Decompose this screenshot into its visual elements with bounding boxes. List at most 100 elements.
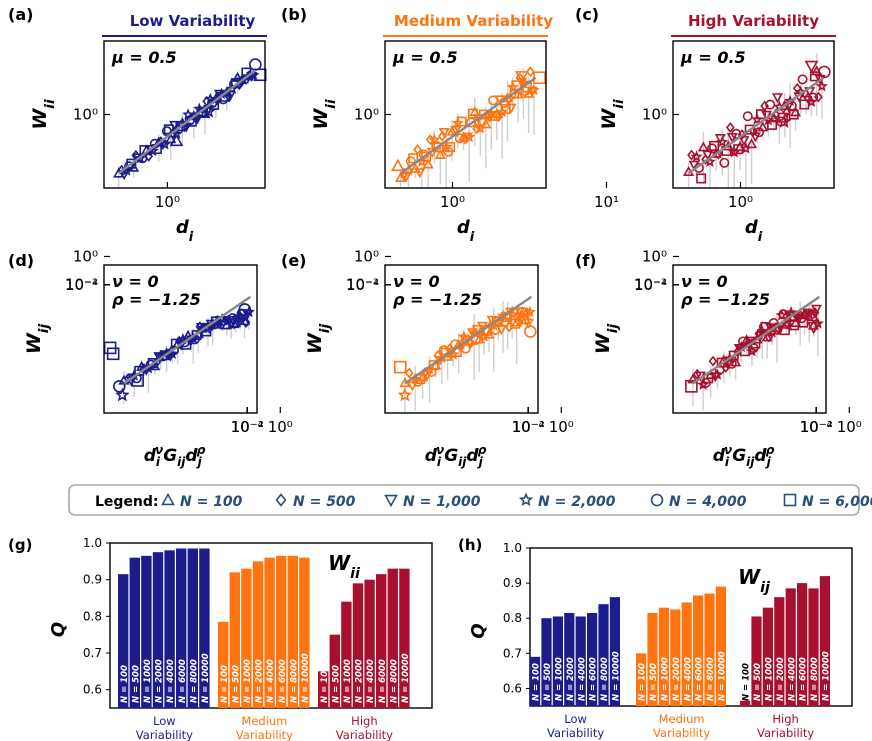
- data-point: [815, 79, 828, 92]
- data-point: [524, 325, 537, 338]
- panel-letter: (a): [8, 5, 33, 24]
- legend-label: N = 2,000: [538, 494, 616, 510]
- data-point: [734, 140, 746, 151]
- data-point: [415, 374, 426, 385]
- parameter-label: μ = 0.5: [680, 48, 746, 67]
- data-point: [760, 321, 771, 332]
- data-point: [745, 345, 758, 357]
- data-point: [687, 149, 696, 161]
- y-tick-label: 0.6: [503, 681, 522, 695]
- panel-title: Medium Variability: [394, 12, 553, 30]
- group-label: Medium: [659, 712, 705, 726]
- bar-label: N = 500: [131, 665, 141, 703]
- fit-line: [117, 69, 256, 175]
- x-axis-label: di: [176, 217, 194, 245]
- data-point: [397, 387, 413, 402]
- bar-label: N = 10: [320, 671, 330, 703]
- data-point: [705, 368, 717, 379]
- y-axis-label: Wij: [304, 324, 333, 355]
- data-point: [746, 138, 758, 149]
- data-point: [456, 116, 467, 127]
- y-tick-label: 10⁰: [73, 247, 98, 265]
- data-point: [755, 109, 766, 120]
- data-point: [113, 380, 126, 393]
- bar-label: N = 8000: [810, 657, 820, 701]
- group-label: High: [772, 712, 798, 726]
- data-point: [488, 95, 499, 106]
- group-label: Medium: [241, 714, 287, 728]
- bar-label: N = 10000: [401, 653, 411, 703]
- bar: [530, 656, 541, 706]
- bar-label: N = 4000: [266, 659, 276, 703]
- x-tick-label: 10⁰: [837, 418, 862, 436]
- parameter-label: ρ = −1.25: [393, 290, 482, 309]
- bar: [129, 557, 140, 708]
- data-point: [738, 136, 750, 147]
- bar: [636, 653, 647, 706]
- bar: [187, 548, 198, 708]
- data-point: [804, 60, 819, 74]
- bar: [329, 634, 340, 708]
- bar-label: N = 1000: [765, 657, 775, 701]
- data-point: [776, 114, 792, 129]
- axes-frame: [672, 264, 827, 414]
- y-tick-label: 0.9: [83, 573, 102, 587]
- bar: [658, 607, 669, 706]
- data-point: [742, 111, 753, 122]
- axes-frame: [384, 264, 539, 414]
- y-axis-label: Wij: [592, 324, 621, 355]
- bar: [785, 588, 796, 706]
- data-point: [805, 95, 818, 107]
- data-point: [461, 132, 473, 143]
- x-tick-label: 10⁰: [155, 193, 180, 211]
- data-point: [730, 356, 742, 367]
- data-point: [414, 168, 426, 179]
- panel-letter: (f): [575, 251, 597, 270]
- bar: [681, 602, 692, 706]
- x-axis-label: diνGijdjρ: [713, 443, 775, 469]
- data-point: [708, 355, 718, 367]
- x-tick-label: 10⁻⁴: [231, 418, 264, 436]
- panel-top-1: 10⁰10¹10²10⁰10¹10²μ = 0.5(b): [281, 5, 547, 211]
- bar: [118, 574, 129, 708]
- bar-label: N = 100: [220, 665, 230, 703]
- y-tick-label: 0.9: [503, 576, 522, 590]
- data-point: [412, 376, 423, 387]
- bar-label: N = 6000: [378, 659, 388, 703]
- bar-label: N = 2000: [672, 657, 682, 701]
- data-point: [241, 316, 251, 328]
- fit-line: [404, 295, 533, 385]
- bar: [564, 612, 575, 706]
- bar: [751, 616, 762, 706]
- legend-title: Legend:: [95, 494, 159, 510]
- fit-line: [123, 295, 252, 385]
- bar-label: N = 500: [649, 663, 659, 701]
- parameter-label: ρ = −1.25: [681, 290, 770, 309]
- data-point: [771, 93, 784, 104]
- bar-label: N = 500: [331, 665, 341, 703]
- panel-letter: (g): [8, 536, 32, 554]
- panel-letter: (c): [575, 5, 599, 24]
- data-point: [445, 142, 456, 153]
- bar: [264, 557, 275, 708]
- data-point: [803, 92, 813, 104]
- data-point: [728, 146, 741, 158]
- y-tick-label: 10⁰: [354, 106, 379, 124]
- bar: [241, 568, 252, 708]
- data-point: [814, 91, 823, 103]
- legend-label: N = 6,000: [802, 494, 872, 510]
- parameter-label: μ = 0.5: [111, 48, 177, 67]
- bar-label: N = 1000: [143, 659, 153, 703]
- data-point: [199, 108, 211, 119]
- x-tick-label: 10⁻⁴: [512, 418, 545, 436]
- legend-label: N = 1,000: [403, 494, 481, 510]
- x-tick-label: 10⁻²: [800, 418, 833, 436]
- x-tick-label: 10⁰: [440, 193, 465, 211]
- y-tick-label: 1.0: [83, 536, 102, 550]
- legend-label: N = 4,000: [669, 494, 747, 510]
- parameter-label: ν = 0: [112, 272, 159, 291]
- data-point: [496, 105, 509, 118]
- data-point: [466, 337, 476, 349]
